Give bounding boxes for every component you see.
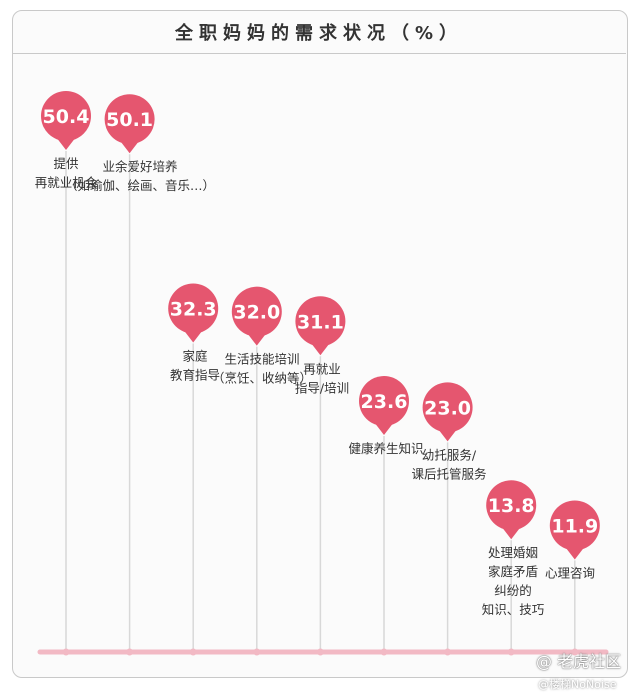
value-label: 32.3 (170, 298, 217, 320)
base-dot (316, 648, 324, 656)
base-dot (189, 648, 197, 656)
value-label: 23.0 (424, 397, 471, 419)
category-label: 健康养生知识 (348, 441, 423, 456)
category-label: 教育指导 (170, 367, 220, 382)
category-label: 幼托服务/ (422, 447, 477, 462)
base-dot (444, 648, 452, 656)
base-dot (126, 648, 134, 656)
category-label: 知识、技巧 (482, 602, 545, 617)
pin-head (549, 500, 600, 551)
value-label: 50.1 (106, 109, 153, 131)
title-box: 全职妈妈的需求状况（%） (12, 10, 626, 54)
base-dot (380, 648, 388, 656)
value-label: 13.8 (488, 495, 535, 517)
category-label: 心理咨询 (545, 565, 595, 580)
pin-head (486, 480, 537, 531)
value-label: 50.4 (43, 106, 90, 128)
base-dot (571, 648, 579, 656)
watermark: @ 老虎社区 (536, 652, 622, 671)
value-label: 11.9 (551, 515, 598, 537)
value-label: 31.1 (297, 311, 344, 333)
category-label: 生活技能培训 (224, 352, 299, 367)
category-label: 再就业机会 (35, 175, 98, 190)
category-label: 再就业 (303, 361, 341, 376)
base-dot (507, 648, 515, 656)
pin-head (359, 376, 409, 427)
category-label: （如瑜伽、绘画、音乐…） (65, 178, 215, 193)
category-label: 家庭矛盾 (488, 564, 538, 579)
pin-head (41, 91, 91, 141)
category-label: 课后托管服务 (411, 466, 486, 481)
pin-head (422, 382, 473, 433)
base-dot (62, 648, 70, 656)
watermark-sub: @楼梯NoNoise (538, 678, 617, 691)
base-dot (253, 648, 261, 656)
category-label: 业余爱好培养 (102, 159, 177, 174)
pin-head (231, 286, 282, 337)
chart-title: 全职妈妈的需求状况（%） (174, 22, 464, 44)
pin-head (168, 283, 219, 334)
value-label: 23.6 (361, 391, 408, 413)
pin-head (104, 94, 155, 145)
category-label: 纠纷的 (494, 583, 532, 598)
category-label: 提供 (53, 156, 78, 171)
value-label: 32.0 (233, 302, 280, 324)
category-label: 指导/培训 (295, 380, 349, 395)
pin-head (295, 296, 346, 347)
category-label: （烹饪、收纳等） (212, 371, 312, 386)
category-label: 处理婚姻 (488, 545, 538, 560)
category-label: 家庭 (182, 348, 208, 363)
